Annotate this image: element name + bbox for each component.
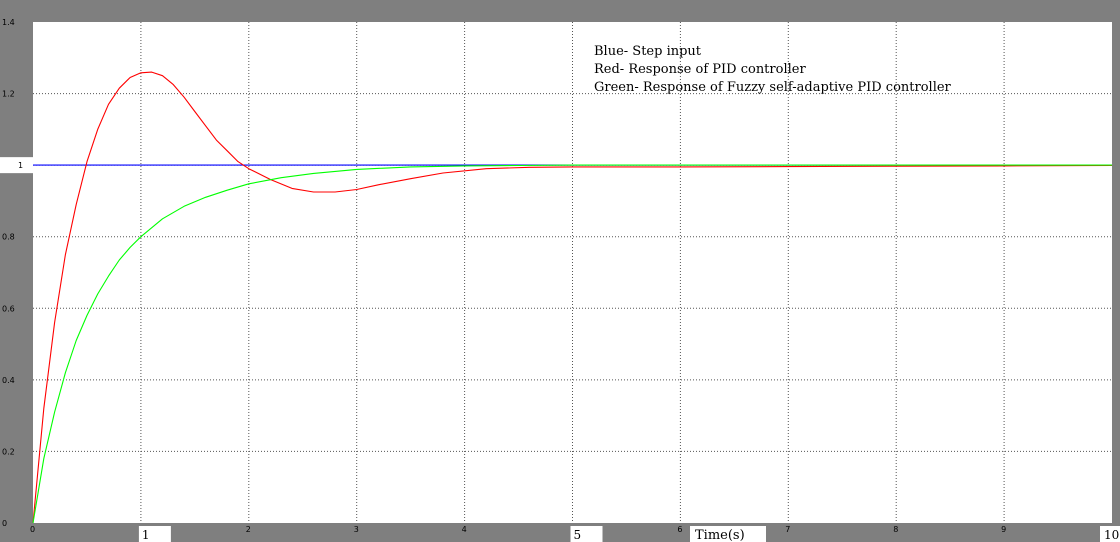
- legend-line-3: Green- Response of Fuzzy self-adaptive P…: [594, 80, 952, 95]
- y-tick-label-boxes: [0, 157, 33, 174]
- x-tick-label: 2: [246, 525, 251, 534]
- y-tick-labels: 0 0.2 0.4 0.6 0.8 1 1.2 1.4: [2, 18, 23, 528]
- x-tick-label: 5: [574, 528, 582, 542]
- x-tick-label: 1: [142, 528, 150, 542]
- x-axis-label: Time(s): [695, 528, 745, 542]
- x-tick-label: 0: [30, 525, 35, 534]
- y-tick-label: 1: [18, 161, 23, 170]
- x-tick-label-box: [570, 526, 603, 542]
- pid-response-line: [32, 71, 1113, 524]
- x-tick-label-box: [138, 526, 171, 542]
- series-lines: [32, 71, 1113, 524]
- x-tick-label: 7: [785, 525, 790, 534]
- x-axis-label-box: [690, 526, 766, 542]
- x-tick-label-box: [1100, 526, 1120, 542]
- y-tick-label: 0: [2, 519, 7, 528]
- y-tick-label: 0.8: [2, 233, 15, 242]
- fuzzy-pid-response-line: [32, 164, 1112, 524]
- x-tick-label: 4: [462, 525, 467, 534]
- y-tick-label: 1.4: [2, 18, 15, 27]
- x-tick-label: 9: [1001, 525, 1006, 534]
- x-tick-label: 8: [893, 525, 898, 534]
- legend-annotations: Blue- Step input Red- Response of PID co…: [594, 44, 952, 95]
- y-tick-label: 0.2: [2, 447, 15, 456]
- y-tick-label: 1.2: [2, 90, 15, 99]
- y-tick-label: 0.6: [2, 304, 15, 313]
- legend-line-1: Blue- Step input: [594, 44, 702, 59]
- y-tick-label-box: [0, 157, 33, 174]
- x-tick-label: 6: [677, 525, 682, 534]
- x-tick-label-boxes: [138, 526, 1120, 542]
- y-tick-label: 0.4: [2, 376, 15, 385]
- x-tick-label: 3: [354, 525, 359, 534]
- x-tick-labels: 0 1 2 3 4 5 6 7 8 9 10: [30, 525, 1119, 542]
- x-tick-label: 10: [1104, 528, 1119, 542]
- grid: [33, 22, 1112, 523]
- legend-line-2: Red- Response of PID controller: [594, 62, 806, 77]
